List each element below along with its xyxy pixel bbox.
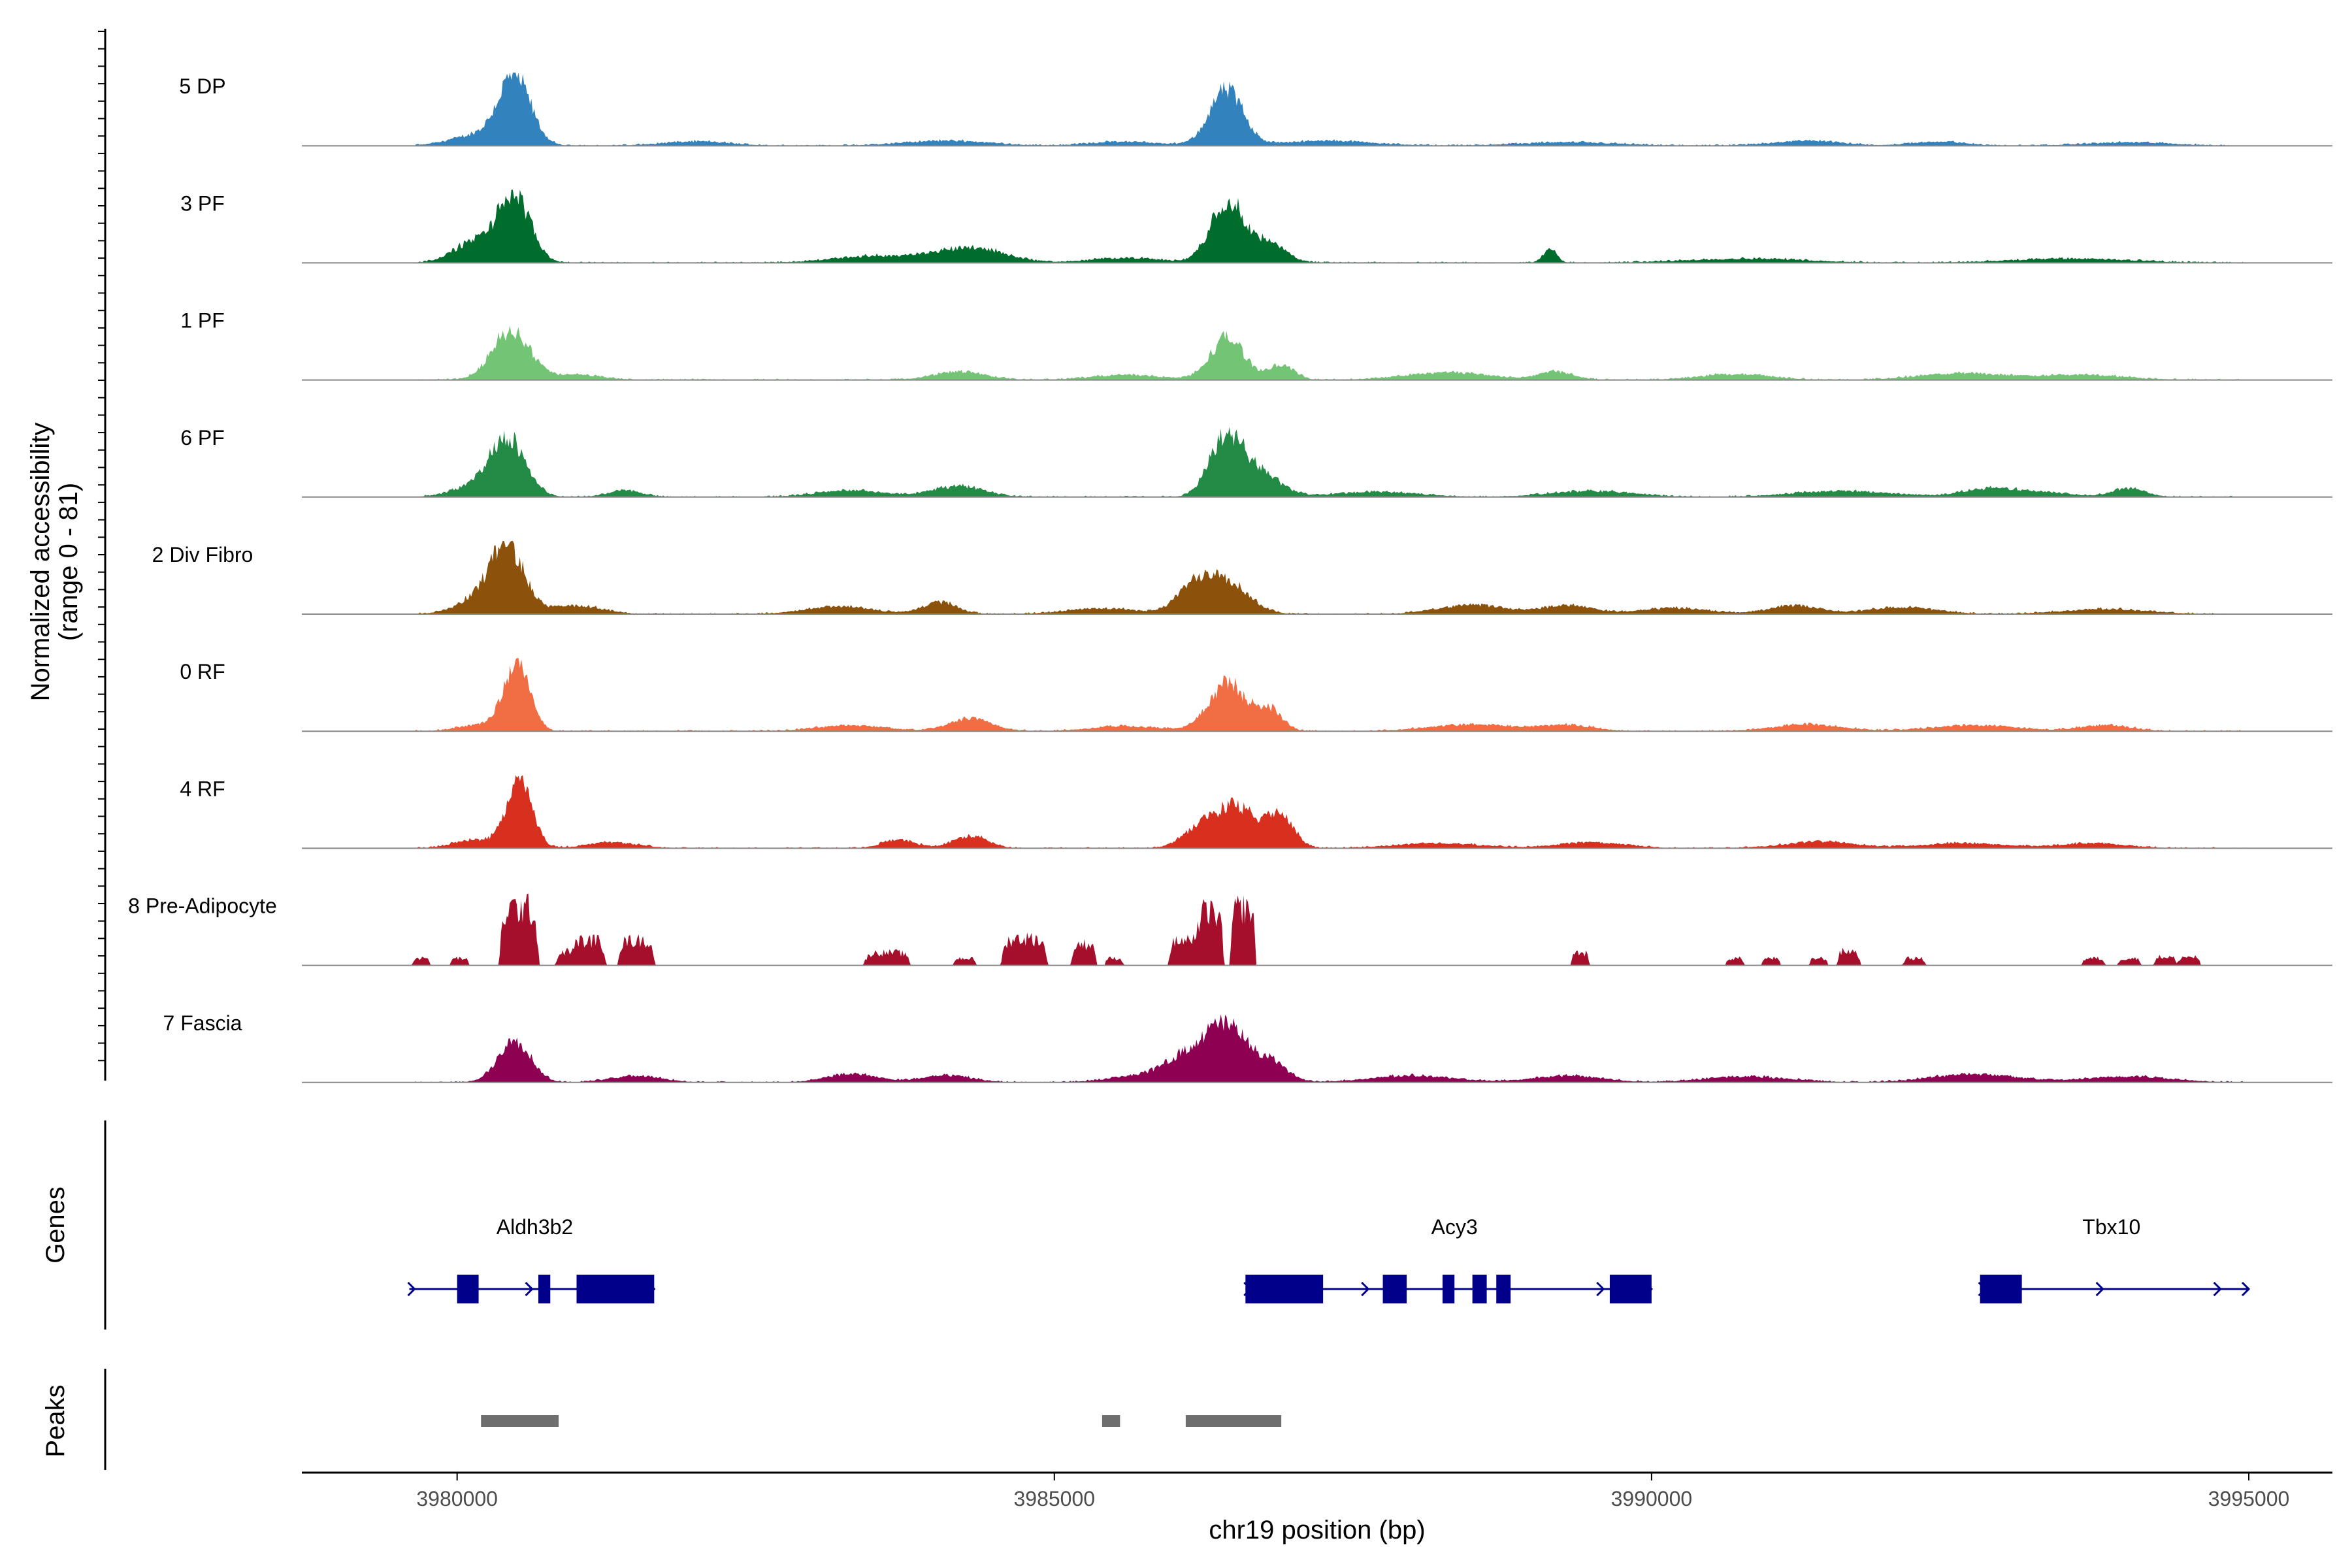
coverage-track — [302, 325, 2332, 381]
coverage-area — [415, 658, 2243, 732]
coverage-track — [302, 1014, 2332, 1083]
coverage-area — [415, 427, 2243, 497]
gene-exon — [1245, 1275, 1324, 1303]
coverage-track — [302, 189, 2332, 264]
peaks-track — [481, 1415, 1282, 1427]
gene-exon — [1472, 1275, 1487, 1303]
track-label: 6 PF — [180, 426, 225, 449]
x-tick-label: 3985000 — [1013, 1487, 1095, 1511]
strand-arrow-icon — [2095, 1281, 2104, 1297]
gene-model: Aldh3b2 — [407, 1215, 656, 1303]
y-axis-title-line1: Normalized accessibility — [26, 423, 55, 702]
coverage-track — [302, 427, 2332, 498]
gene-exon — [457, 1275, 479, 1303]
peak-region — [1185, 1415, 1282, 1427]
gene-exon — [576, 1275, 655, 1303]
track-label: 8 Pre-Adipocyte — [128, 894, 277, 918]
x-axis-ticks: 3980000 3985000 3990000 3995000 — [416, 1473, 2289, 1511]
gene-exon — [1442, 1275, 1455, 1303]
strand-arrow-icon — [2241, 1281, 2251, 1297]
genes-track: Aldh3b2 Acy3 Tbx10 — [407, 1215, 2251, 1303]
gene-exon — [1496, 1275, 1511, 1303]
coverage-area — [409, 893, 2243, 966]
x-axis-title: chr19 position (bp) — [1209, 1516, 1425, 1544]
coverage-area — [415, 1014, 2243, 1083]
coverage-track — [302, 893, 2332, 966]
y-axis-title-line2: (range 0 - 81) — [54, 483, 83, 641]
gene-exon — [538, 1275, 551, 1303]
gene-exon — [1980, 1275, 2022, 1303]
genes-panel-title: Genes — [41, 1186, 70, 1264]
strand-arrow-icon — [1596, 1281, 1605, 1297]
track-label: 0 RF — [180, 660, 225, 683]
gene-model: Tbx10 — [1978, 1215, 2251, 1303]
strand-arrow-icon — [407, 1281, 416, 1297]
coverage-y-ticks — [98, 31, 105, 1062]
strand-arrow-icon — [1361, 1281, 1370, 1297]
track-labels: 5 DP 3 PF 1 PF 6 PF 2 Div Fibro 0 RF 4 RF 8 Pre… — [128, 74, 277, 1035]
coverage-track — [302, 541, 2332, 615]
track-label: 7 Fascia — [163, 1011, 242, 1035]
gene-exon — [1609, 1275, 1652, 1303]
coverage-area — [415, 775, 2243, 849]
gene-label: Acy3 — [1431, 1215, 1478, 1239]
coverage-area — [415, 73, 2243, 146]
strand-arrow-icon — [525, 1281, 534, 1297]
peak-region — [481, 1415, 559, 1427]
peaks-panel-title: Peaks — [41, 1384, 70, 1457]
coverage-track — [302, 775, 2332, 849]
track-label: 2 Div Fibro — [152, 543, 253, 566]
track-label: 5 DP — [179, 74, 225, 98]
x-tick-label: 3990000 — [1611, 1487, 1693, 1511]
y-axis-title: Normalized accessibility (range 0 - 81) — [26, 423, 83, 702]
x-tick-label: 3980000 — [416, 1487, 498, 1511]
coverage-track — [302, 658, 2332, 732]
peak-region — [1102, 1415, 1120, 1427]
coverage-track — [302, 73, 2332, 147]
gene-label: Tbx10 — [2082, 1215, 2140, 1239]
track-label: 1 PF — [180, 309, 225, 333]
strand-arrow-icon — [2213, 1281, 2222, 1297]
coverage-area — [415, 325, 2243, 380]
track-label: 3 PF — [180, 191, 225, 215]
coverage-tracks — [302, 73, 2332, 1083]
x-tick-label: 3995000 — [2208, 1487, 2290, 1511]
coverage-area — [415, 541, 2243, 614]
coverage-area — [415, 189, 2243, 263]
gene-exon — [1382, 1275, 1407, 1303]
track-label: 4 RF — [180, 777, 225, 800]
gene-model: Acy3 — [1243, 1215, 1654, 1303]
gene-label: Aldh3b2 — [497, 1215, 573, 1239]
